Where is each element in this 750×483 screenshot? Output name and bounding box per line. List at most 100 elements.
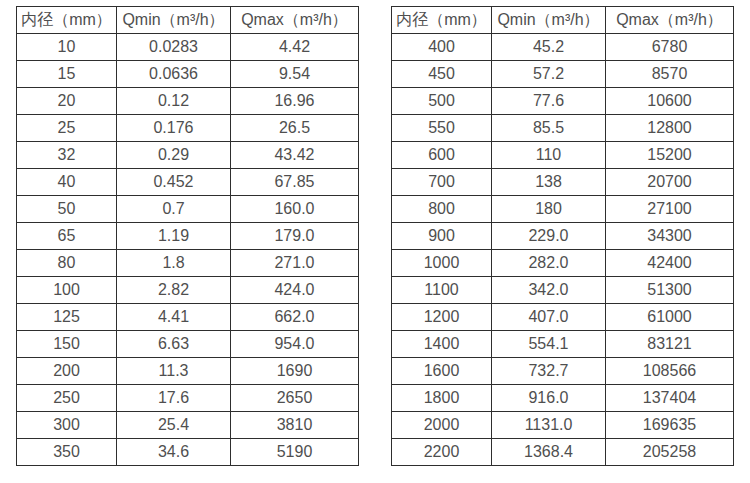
table-row: 70013820700 bbox=[392, 169, 734, 196]
table-row: 20011.31690 bbox=[17, 358, 359, 385]
table-row: 150.06369.54 bbox=[17, 61, 359, 88]
table-cell: 800 bbox=[392, 196, 492, 223]
table-cell: 50 bbox=[17, 196, 117, 223]
table-cell: 15200 bbox=[606, 142, 734, 169]
table-cell: 1800 bbox=[392, 385, 492, 412]
table-row: 50077.610600 bbox=[392, 88, 734, 115]
table-cell: 85.5 bbox=[492, 115, 606, 142]
table-cell: 205258 bbox=[606, 439, 734, 466]
table-cell: 342.0 bbox=[492, 277, 606, 304]
table-row: 55085.512800 bbox=[392, 115, 734, 142]
table-cell: 1400 bbox=[392, 331, 492, 358]
table-row: 250.17626.5 bbox=[17, 115, 359, 142]
table-cell: 200 bbox=[17, 358, 117, 385]
table-cell: 700 bbox=[392, 169, 492, 196]
table-cell: 900 bbox=[392, 223, 492, 250]
table-cell: 550 bbox=[392, 115, 492, 142]
table-cell: 45.2 bbox=[492, 34, 606, 61]
table-cell: 10 bbox=[17, 34, 117, 61]
table-cell: 0.0636 bbox=[117, 61, 231, 88]
table-cell: 12800 bbox=[606, 115, 734, 142]
table-cell: 954.0 bbox=[231, 331, 359, 358]
table-row: 1100342.051300 bbox=[392, 277, 734, 304]
table-cell: 4.42 bbox=[231, 34, 359, 61]
table-cell: 179.0 bbox=[231, 223, 359, 250]
table-row: 1200407.061000 bbox=[392, 304, 734, 331]
table-cell: 9.54 bbox=[231, 61, 359, 88]
table-cell: 250 bbox=[17, 385, 117, 412]
table-body: 40045.2678045057.2857050077.61060055085.… bbox=[392, 34, 734, 466]
table-row: 900229.034300 bbox=[392, 223, 734, 250]
table-cell: 554.1 bbox=[492, 331, 606, 358]
table-cell: 0.452 bbox=[117, 169, 231, 196]
table-cell: 32 bbox=[17, 142, 117, 169]
table-cell: 424.0 bbox=[231, 277, 359, 304]
table-row: 1506.63954.0 bbox=[17, 331, 359, 358]
table-cell: 5190 bbox=[231, 439, 359, 466]
table-cell: 1600 bbox=[392, 358, 492, 385]
table-row: 651.19179.0 bbox=[17, 223, 359, 250]
table-cell: 42400 bbox=[606, 250, 734, 277]
table-cell: 160.0 bbox=[231, 196, 359, 223]
table-cell: 137404 bbox=[606, 385, 734, 412]
table-cell: 450 bbox=[392, 61, 492, 88]
table-cell: 407.0 bbox=[492, 304, 606, 331]
table-header-row: 内径（mm） Qmin（m³/h） Qmax（m³/h） bbox=[17, 7, 359, 34]
table-body: 100.02834.42150.06369.54200.1216.96250.1… bbox=[17, 34, 359, 466]
table-cell: 1368.4 bbox=[492, 439, 606, 466]
table-row: 1400554.183121 bbox=[392, 331, 734, 358]
table-row: 100.02834.42 bbox=[17, 34, 359, 61]
table-cell: 1200 bbox=[392, 304, 492, 331]
table-row: 22001368.4205258 bbox=[392, 439, 734, 466]
table-cell: 350 bbox=[17, 439, 117, 466]
table-cell: 0.7 bbox=[117, 196, 231, 223]
table-cell: 138 bbox=[492, 169, 606, 196]
table-row: 45057.28570 bbox=[392, 61, 734, 88]
table-cell: 500 bbox=[392, 88, 492, 115]
table-cell: 26.5 bbox=[231, 115, 359, 142]
table-cell: 0.0283 bbox=[117, 34, 231, 61]
table-row: 1254.41662.0 bbox=[17, 304, 359, 331]
table-cell: 282.0 bbox=[492, 250, 606, 277]
table-cell: 180 bbox=[492, 196, 606, 223]
table-row: 1800916.0137404 bbox=[392, 385, 734, 412]
flow-table-small-diameters: 内径（mm） Qmin（m³/h） Qmax（m³/h） 100.02834.4… bbox=[16, 6, 359, 466]
table-cell: 271.0 bbox=[231, 250, 359, 277]
header-qmin: Qmin（m³/h） bbox=[492, 7, 606, 34]
table-cell: 61000 bbox=[606, 304, 734, 331]
table-cell: 2.82 bbox=[117, 277, 231, 304]
flow-table-large-diameters: 内径（mm） Qmin（m³/h） Qmax（m³/h） 40045.26780… bbox=[391, 6, 734, 466]
table-cell: 916.0 bbox=[492, 385, 606, 412]
table-cell: 20700 bbox=[606, 169, 734, 196]
header-qmax: Qmax（m³/h） bbox=[231, 7, 359, 34]
table-cell: 65 bbox=[17, 223, 117, 250]
table-cell: 1.8 bbox=[117, 250, 231, 277]
table-row: 30025.43810 bbox=[17, 412, 359, 439]
table-row: 35034.65190 bbox=[17, 439, 359, 466]
table-cell: 662.0 bbox=[231, 304, 359, 331]
table-cell: 8570 bbox=[606, 61, 734, 88]
table-cell: 83121 bbox=[606, 331, 734, 358]
header-inner-diameter: 内径（mm） bbox=[392, 7, 492, 34]
table-cell: 300 bbox=[17, 412, 117, 439]
table-cell: 27100 bbox=[606, 196, 734, 223]
table-cell: 6780 bbox=[606, 34, 734, 61]
table-row: 20001131.0169635 bbox=[392, 412, 734, 439]
table-header-row: 内径（mm） Qmin（m³/h） Qmax（m³/h） bbox=[392, 7, 734, 34]
table-cell: 4.41 bbox=[117, 304, 231, 331]
table-cell: 2000 bbox=[392, 412, 492, 439]
table-row: 80018027100 bbox=[392, 196, 734, 223]
table-cell: 1000 bbox=[392, 250, 492, 277]
table-cell: 0.176 bbox=[117, 115, 231, 142]
table-cell: 17.6 bbox=[117, 385, 231, 412]
table-cell: 2200 bbox=[392, 439, 492, 466]
table-cell: 2650 bbox=[231, 385, 359, 412]
table-cell: 229.0 bbox=[492, 223, 606, 250]
table-cell: 1690 bbox=[231, 358, 359, 385]
page: 内径（mm） Qmin（m³/h） Qmax（m³/h） 100.02834.4… bbox=[0, 0, 750, 483]
table-cell: 16.96 bbox=[231, 88, 359, 115]
table-cell: 34.6 bbox=[117, 439, 231, 466]
table-cell: 57.2 bbox=[492, 61, 606, 88]
table-row: 400.45267.85 bbox=[17, 169, 359, 196]
table-cell: 0.12 bbox=[117, 88, 231, 115]
